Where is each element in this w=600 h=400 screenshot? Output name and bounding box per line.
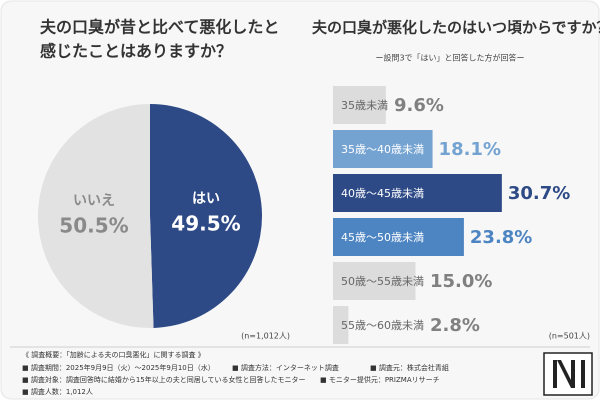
footer-item: ■ モニター提供元：PRIZMAリサーチ bbox=[320, 375, 440, 384]
slice-value: 50.5% bbox=[59, 213, 128, 237]
slice-label: はい bbox=[192, 191, 220, 207]
category-label: 35歳未満 bbox=[341, 99, 388, 112]
footer-item: ■ 調査期間：2025年9月9日（火）〜2025年9月10日（水） bbox=[22, 363, 215, 372]
value-label: 30.7% bbox=[508, 183, 570, 204]
slice-value: 49.5% bbox=[171, 212, 240, 236]
chart-title: 夫の口臭が昔と比べて悪化したと bbox=[40, 18, 279, 37]
bar bbox=[333, 262, 416, 300]
pie-slice bbox=[38, 104, 154, 328]
chart-subtitle: ー設問3で「はい」と回答した方が回答ー bbox=[375, 53, 524, 63]
bar bbox=[333, 306, 349, 344]
value-label: 18.1% bbox=[439, 139, 501, 160]
value-label: 23.8% bbox=[470, 227, 532, 248]
footer-item: ■ 調査元：株式会社青組 bbox=[370, 363, 449, 372]
footer-item: ■ 調査方法：インターネット調査 bbox=[232, 363, 339, 372]
value-label: 15.0% bbox=[430, 271, 492, 292]
pie-slice bbox=[150, 104, 263, 328]
category-label: 35歳〜40歳未満 bbox=[341, 143, 424, 156]
value-label: 2.8% bbox=[430, 315, 480, 336]
category-label: 40歳〜45歳未満 bbox=[341, 187, 424, 200]
footer-item: ■ 調査人数：1,012人 bbox=[22, 387, 93, 396]
bar bbox=[333, 130, 433, 168]
bar bbox=[333, 86, 386, 124]
category-label: 55歳〜60歳未満 bbox=[341, 319, 424, 332]
sample-note: (n=501人) bbox=[549, 332, 590, 341]
chart-title: 夫の口臭が悪化したのはいつ頃からですか？ bbox=[312, 19, 600, 37]
category-label: 50歳〜55歳未満 bbox=[341, 275, 424, 288]
logo bbox=[543, 352, 593, 396]
chart-title: 感じたことはありますか？ bbox=[40, 42, 232, 61]
slice-label: いいえ bbox=[73, 193, 115, 209]
value-label: 9.6% bbox=[394, 95, 444, 116]
category-label: 45歳〜50歳未満 bbox=[341, 231, 424, 244]
sample-note: (n=1,012人) bbox=[241, 332, 290, 341]
footer-item: ■ 調査対象：調査回答時に結婚から15年以上の夫と同居している女性と回答したモニ… bbox=[22, 375, 306, 384]
bar bbox=[333, 174, 502, 212]
bar bbox=[333, 218, 464, 256]
footer-heading: 《 調査概要：「加齢による夫の口臭悪化」に関する調査 》 bbox=[22, 350, 205, 359]
